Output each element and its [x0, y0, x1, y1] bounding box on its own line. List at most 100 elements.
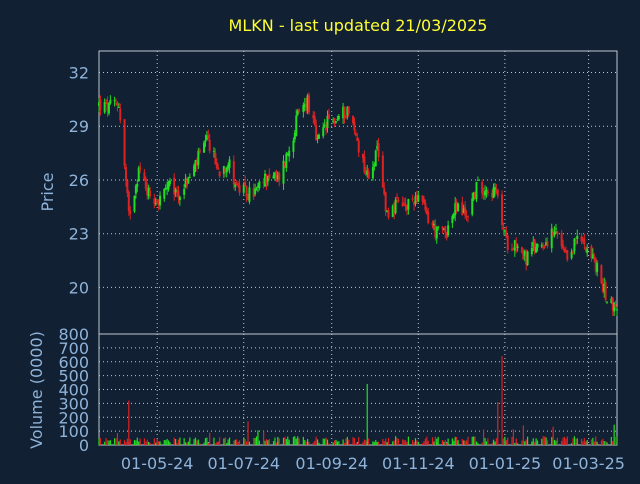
volume-bar	[494, 441, 496, 445]
candle-body	[525, 253, 528, 265]
candle-body	[306, 95, 309, 111]
candle-body	[411, 198, 414, 200]
candle-body	[308, 95, 311, 113]
candle-body	[153, 198, 156, 204]
candle-body	[545, 242, 548, 246]
candle-body	[515, 243, 518, 248]
volume-bar	[385, 438, 387, 445]
volume-bar	[133, 440, 136, 445]
volume-bar	[606, 442, 608, 445]
volume-bar	[417, 441, 419, 445]
candle-body	[333, 118, 336, 124]
volume-bar	[427, 440, 429, 445]
candle-body	[366, 170, 369, 176]
volume-bar	[106, 440, 109, 445]
candle-body	[523, 250, 526, 257]
volume-bar	[119, 439, 121, 445]
volume-bar	[116, 433, 119, 445]
volume-bar	[501, 356, 503, 445]
volume-bar	[193, 439, 195, 445]
candle-body	[413, 202, 416, 205]
volume-bar	[159, 441, 161, 445]
volume-bar	[556, 437, 558, 445]
volume-bar	[118, 441, 120, 445]
candle-body	[373, 164, 376, 167]
volume-bar	[175, 439, 177, 445]
volume-bar	[189, 437, 191, 445]
volume-bar	[610, 436, 612, 445]
volume-bar	[383, 441, 385, 445]
volume-bar	[324, 438, 326, 445]
volume-bar	[553, 439, 556, 445]
volume-bar	[562, 437, 564, 445]
volume-bar	[502, 438, 505, 445]
candle-body	[394, 199, 397, 213]
volume-bar	[128, 400, 130, 445]
volume-bar	[397, 438, 400, 445]
volume-bar	[602, 438, 604, 445]
candle-body	[115, 102, 118, 104]
candle-body	[386, 210, 389, 212]
volume-bar	[446, 442, 448, 445]
volume-bar	[511, 436, 513, 445]
candle-body	[444, 226, 447, 233]
volume-bar	[426, 436, 428, 445]
candle-body	[424, 202, 427, 210]
candle-body	[222, 166, 225, 174]
x-tick-label: 01-03-25	[552, 454, 625, 473]
volume-bar	[524, 441, 526, 445]
candle-body	[295, 115, 298, 136]
candle-body	[244, 181, 247, 187]
candle-body	[495, 189, 498, 193]
candle-body	[262, 181, 265, 184]
volume-bar	[254, 437, 256, 445]
volume-bar	[248, 441, 251, 445]
candle-body	[228, 159, 231, 168]
candle-body	[255, 189, 258, 191]
chart-title: MLKN - last updated 21/03/2025	[229, 16, 488, 35]
candle-body	[217, 167, 220, 170]
candle-body	[516, 246, 519, 249]
candle-body	[353, 121, 356, 131]
volume-bar	[267, 440, 269, 445]
volume-bar	[227, 439, 229, 445]
candle-body	[546, 241, 549, 247]
volume-bar	[285, 439, 287, 445]
candle-body	[526, 251, 529, 266]
candle-body	[164, 188, 167, 190]
candle-body	[282, 160, 285, 184]
volume-tick-label: 0	[79, 436, 89, 455]
candle-body	[474, 192, 477, 198]
volume-tick-label: 200	[58, 408, 89, 427]
candle-body	[484, 191, 487, 196]
candle-body	[272, 175, 275, 179]
candle-body	[542, 247, 545, 249]
candle-body	[154, 203, 157, 205]
volume-bar	[183, 438, 185, 445]
volume-bar	[287, 436, 289, 445]
volume-bar	[99, 438, 102, 445]
candle-body	[481, 182, 484, 194]
volume-bar	[592, 437, 594, 445]
volume-bar	[436, 438, 438, 445]
volume-bar	[258, 440, 260, 445]
volume-bar	[335, 439, 337, 445]
volume-bar	[515, 438, 517, 445]
candle-body	[425, 209, 428, 215]
candle-body	[354, 133, 357, 136]
volume-bar	[542, 436, 544, 445]
volume-tick-label: 700	[58, 339, 89, 358]
volume-bar	[514, 443, 516, 445]
volume-bar	[343, 442, 346, 445]
candle-body	[187, 177, 190, 184]
volume-bar	[453, 440, 455, 445]
candle-body	[594, 258, 597, 272]
candle-body	[238, 184, 241, 193]
volume-bar	[163, 439, 165, 445]
volume-bar	[217, 441, 219, 445]
candle-body	[441, 227, 444, 229]
candle-body	[336, 119, 339, 121]
candle-body	[415, 195, 418, 202]
volume-bar	[377, 441, 380, 445]
volume-bar	[565, 438, 567, 445]
